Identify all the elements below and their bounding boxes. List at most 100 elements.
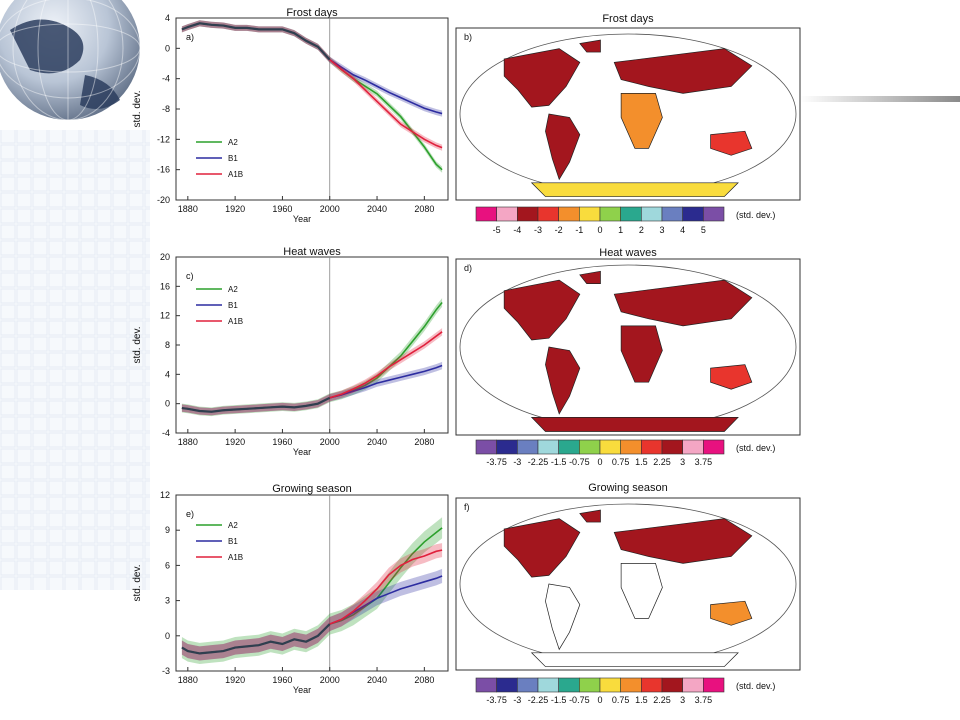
map-panel-2: Heat waves d) -3.75 -3 -2.25 -1.5 -0.75 0 0.75 1.…: [455, 247, 801, 467]
colorbar-tick-label: 1.5: [635, 457, 648, 467]
title-bar-decoration: [800, 96, 960, 102]
x-tick-label: 2000: [320, 204, 340, 214]
colorbar-cell: [620, 677, 642, 693]
colorbar-tick-label: 0: [597, 457, 602, 467]
colorbar-tick-label: 3: [680, 457, 685, 467]
colorbar-cell: [599, 439, 621, 455]
y-tick-label: -20: [157, 195, 170, 205]
colorbar-tick-label: 0.75: [612, 695, 630, 705]
x-axis-label: Year: [293, 447, 311, 457]
panel-label: d): [464, 263, 472, 273]
colorbar-cell: [496, 677, 518, 693]
colorbar-cell: [661, 677, 683, 693]
colorbar-tick-label: 2.25: [653, 695, 671, 705]
land-region: [710, 600, 753, 626]
panel-label: e): [186, 509, 194, 519]
land-region: [620, 325, 663, 383]
colorbar-cell: [475, 677, 497, 693]
y-axis-label: std. dev.: [132, 326, 143, 363]
y-axis-label: std. dev.: [132, 564, 143, 601]
y-tick-label: -16: [157, 165, 170, 175]
colorbar-tick-label: 4: [680, 225, 685, 235]
colorbar-cell: [703, 677, 725, 693]
colorbar-tick-label: 0.75: [612, 457, 630, 467]
colorbar-tick-label: -2: [555, 225, 563, 235]
legend-label-B1: B1: [228, 537, 238, 546]
land-region: [613, 48, 753, 94]
colorbar-cell: [641, 206, 663, 222]
colorbar-tick-label: -3.75: [486, 695, 507, 705]
globe-icon: [0, 0, 141, 121]
x-tick-label: 2040: [367, 675, 387, 685]
colorbar-cell: [682, 439, 704, 455]
colorbar-cell: [558, 677, 580, 693]
x-tick-label: 1960: [272, 437, 292, 447]
colorbar-tick-label: 3: [680, 695, 685, 705]
y-tick-label: 0: [165, 399, 170, 409]
x-tick-label: 2080: [414, 204, 434, 214]
land-region: [579, 509, 601, 523]
colorbar-unit: (std. dev.): [736, 210, 775, 220]
colorbar-cell: [517, 206, 539, 222]
land-region: [530, 417, 739, 432]
y-tick-label: 0: [165, 631, 170, 641]
colorbar-cell: [579, 677, 601, 693]
colorbar-cell: [661, 439, 683, 455]
y-tick-label: -4: [162, 428, 170, 438]
colorbar-cell: [496, 206, 518, 222]
chart-title: Frost days: [286, 7, 338, 19]
colorbar-tick-label: -2.25: [528, 457, 549, 467]
colorbar-cell: [475, 206, 497, 222]
colorbar-tick-label: -0.75: [569, 457, 590, 467]
colorbar-unit: (std. dev.): [736, 443, 775, 453]
series-band-A2: [181, 517, 443, 664]
colorbar-tick-label: -3: [513, 457, 521, 467]
land-region: [613, 279, 753, 327]
colorbar-tick-label: 2: [639, 225, 644, 235]
y-tick-label: -12: [157, 134, 170, 144]
colorbar-cell: [599, 677, 621, 693]
y-tick-label: 8: [165, 340, 170, 350]
y-tick-label: 3: [165, 596, 170, 606]
series-band-A1B: [181, 543, 443, 661]
colorbar-cell: [579, 439, 601, 455]
colorbar-tick-label: -1: [575, 225, 583, 235]
x-tick-label: 1960: [272, 675, 292, 685]
colorbar-tick-label: 1.5: [635, 695, 648, 705]
series-band-B1: [181, 20, 443, 117]
colorbar-cell: [537, 677, 559, 693]
panel-label: a): [186, 32, 194, 42]
colorbar-tick-label: -1.5: [551, 457, 567, 467]
y-tick-label: 20: [160, 252, 170, 262]
colorbar-tick-label: -3: [513, 695, 521, 705]
land-region: [530, 182, 739, 197]
map-title: Growing season: [588, 482, 668, 494]
colorbar-cell: [579, 206, 601, 222]
y-tick-label: 0: [165, 43, 170, 53]
land-region: [503, 279, 581, 341]
colorbar-tick-label: 3.75: [695, 695, 713, 705]
colorbar-cell: [517, 439, 539, 455]
legend-label-A2: A2: [228, 138, 238, 147]
land-region: [503, 48, 581, 108]
colorbar-tick-label: 0: [597, 225, 602, 235]
land-region: [613, 518, 753, 564]
land-region: [710, 364, 753, 390]
colorbar-cell: [641, 677, 663, 693]
colorbar-tick-label: -4: [513, 225, 521, 235]
colorbar-cell: [537, 439, 559, 455]
colorbar-cell: [599, 206, 621, 222]
x-tick-label: 2000: [320, 437, 340, 447]
land-region: [620, 563, 663, 619]
colorbar-cell: [703, 439, 725, 455]
historical-line: [181, 623, 331, 655]
map-frame: [455, 27, 801, 201]
map-title: Heat waves: [599, 247, 657, 259]
y-tick-label: 12: [160, 490, 170, 500]
colorbar-tick-label: 2.25: [653, 457, 671, 467]
colorbar-cell: [537, 206, 559, 222]
y-tick-label: 4: [165, 13, 170, 23]
colorbar-cell: [496, 439, 518, 455]
